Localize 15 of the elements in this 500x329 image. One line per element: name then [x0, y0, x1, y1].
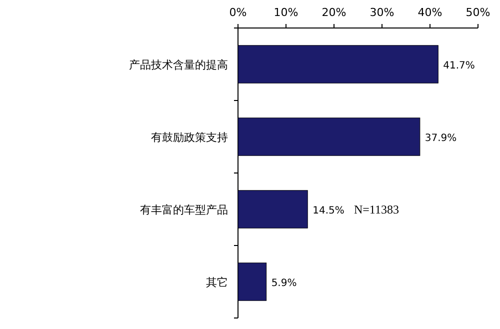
data-label: 5.9% [271, 278, 297, 289]
x-tick-label: 50% [466, 6, 490, 19]
data-label: 14.5% [312, 205, 344, 216]
x-tick-label: 20% [322, 6, 346, 19]
x-tick-label: 10% [274, 6, 298, 19]
y-tick-label: 有鼓励政策支持 [151, 130, 228, 144]
y-tick-label: 其它 [206, 276, 228, 289]
data-label: 41.7% [443, 60, 475, 72]
x-tick-label: 0% [229, 6, 247, 19]
y-tick-label: 有丰富的车型产品 [140, 203, 228, 216]
annotation: N=11383 [354, 202, 399, 216]
x-tick-label: 30% [370, 6, 394, 19]
y-tick-label: 产品技术含量的提高 [129, 58, 228, 72]
data-label: 37.9% [424, 132, 457, 144]
x-tick-label: 40% [418, 6, 442, 19]
